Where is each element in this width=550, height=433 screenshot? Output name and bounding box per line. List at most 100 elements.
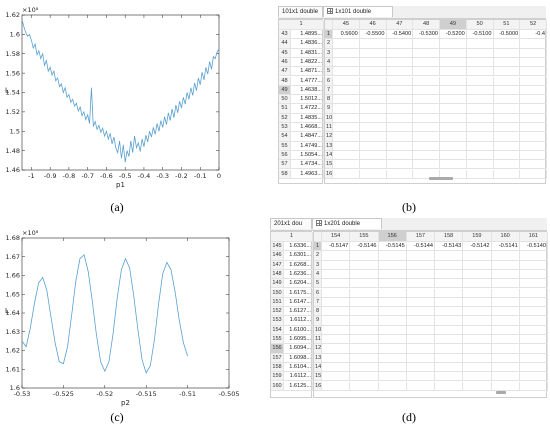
- empty-cell: [333, 141, 360, 151]
- row-index: 156: [271, 344, 284, 354]
- empty-cell: [413, 132, 440, 142]
- y-exponent: ×10⁸: [22, 229, 39, 237]
- row-index: 46: [279, 57, 291, 68]
- cell-value: -0.5144: [406, 242, 435, 252]
- y-tick-label: 1.54: [6, 89, 20, 97]
- empty-cell: [322, 288, 351, 298]
- empty-cell: [466, 123, 494, 133]
- row-value: 1.6268...: [284, 260, 313, 270]
- row-number: 6: [314, 288, 322, 298]
- chart-a-svg: -1 -0.9 -0.8 -0.7 -0.6 -0.5 -0.4 -0.3 -0.2 -0.1 0 1…: [5, 6, 221, 189]
- empty-cell: [491, 269, 520, 280]
- empty-cell: [413, 113, 440, 123]
- row-index: 43: [279, 30, 291, 40]
- empty-cell: [359, 57, 387, 68]
- row-number: 14: [314, 362, 322, 373]
- row-index: 47: [279, 67, 291, 77]
- col-header: 158: [435, 232, 464, 242]
- y-tick-label: 1.6: [10, 384, 20, 392]
- empty-cell: [406, 251, 435, 261]
- empty-cell: [359, 95, 387, 105]
- col-header: 50: [466, 20, 494, 30]
- empty-cell: [435, 316, 464, 326]
- cell-value: -0.5000: [493, 30, 521, 40]
- tab-sub[interactable]: 1x101 double: [323, 6, 393, 17]
- empty-cell: [333, 160, 360, 170]
- x-tick-label: -0.52: [96, 390, 113, 398]
- empty-cell: [491, 353, 520, 363]
- empty-cell: [466, 95, 494, 105]
- tab-sub[interactable]: 1x201 double: [312, 218, 382, 229]
- y-tick-label: 1.64: [6, 309, 20, 317]
- empty-cell: [466, 141, 494, 151]
- empty-cell: [333, 48, 360, 58]
- x-tick-label: -1: [28, 172, 34, 180]
- caption-c: (c): [110, 410, 124, 424]
- cell-value: -0.5100: [466, 30, 494, 40]
- empty-cell: [520, 39, 547, 49]
- cell-value: -0.5145: [378, 242, 407, 252]
- row-number: 12: [325, 132, 333, 142]
- empty-cell: [491, 297, 520, 308]
- empty-cell: [378, 260, 407, 270]
- empty-cell: [350, 372, 379, 382]
- series-line: [21, 19, 220, 163]
- empty-cell: [333, 95, 360, 105]
- row-number: 7: [325, 85, 333, 96]
- empty-cell: [406, 288, 435, 298]
- empty-cell: [463, 381, 492, 391]
- empty-cell: [440, 141, 467, 151]
- empty-cell: [466, 150, 494, 161]
- row-index: 58: [279, 169, 291, 179]
- empty-cell: [413, 160, 440, 170]
- empty-cell: [491, 372, 520, 382]
- col-header: 46: [359, 20, 387, 30]
- empty-cell: [322, 260, 351, 270]
- empty-cell: [491, 288, 520, 298]
- empty-cell: [322, 279, 351, 289]
- row-value: 1.4777...: [291, 76, 324, 86]
- row-number: 1: [314, 242, 322, 252]
- y-tick-label: 1.66: [6, 272, 20, 280]
- col-header: 156: [378, 232, 407, 242]
- empty-cell: [493, 160, 521, 170]
- col-header: 157: [406, 232, 435, 242]
- empty-cell: [466, 132, 494, 142]
- horizontal-scrollbar[interactable]: [429, 177, 453, 180]
- empty-cell: [406, 372, 435, 382]
- empty-cell: [386, 150, 414, 161]
- empty-cell: [493, 150, 521, 161]
- tab-sub-label: 1x101 double: [335, 9, 372, 15]
- empty-cell: [322, 381, 351, 391]
- y-tick-label: 1.48: [6, 147, 20, 155]
- empty-cell: [493, 95, 521, 105]
- empty-cell: [413, 39, 440, 49]
- y-tick-label: 1.58: [6, 50, 20, 58]
- tab-main[interactable]: 101x1 double: [278, 6, 323, 17]
- row-index: 147: [271, 260, 284, 270]
- empty-cell: [413, 76, 440, 86]
- empty-cell: [378, 307, 407, 317]
- row-value: 1.6127...: [284, 307, 313, 317]
- cell-value: -0.5142: [463, 242, 492, 252]
- empty-cell: [333, 132, 360, 142]
- empty-cell: [493, 76, 521, 86]
- horizontal-scrollbar[interactable]: [496, 391, 506, 394]
- row-number: 2: [314, 251, 322, 261]
- grid-icon: [327, 8, 333, 14]
- tab-main[interactable]: 201x1 dou: [270, 218, 312, 229]
- empty-cell: [386, 113, 414, 123]
- empty-cell: [491, 381, 520, 391]
- row-value: 1.6095...: [284, 335, 313, 345]
- chart-c-svg: -0.53 -0.525 -0.52 -0.515 -0.51 -0.505 1.6 1.61…: [5, 229, 239, 407]
- empty-cell: [386, 95, 414, 105]
- empty-cell: [350, 279, 379, 289]
- empty-cell: [378, 344, 407, 354]
- column-grid: 1 145 1.6336... 146 1.6301... 147 1.6268... 148…: [270, 231, 313, 398]
- cell-value: -0.5147: [322, 242, 351, 252]
- col-header: 48: [413, 20, 440, 30]
- empty-cell: [463, 269, 492, 280]
- empty-cell: [350, 260, 379, 270]
- empty-cell: [378, 381, 407, 391]
- empty-cell: [386, 57, 414, 68]
